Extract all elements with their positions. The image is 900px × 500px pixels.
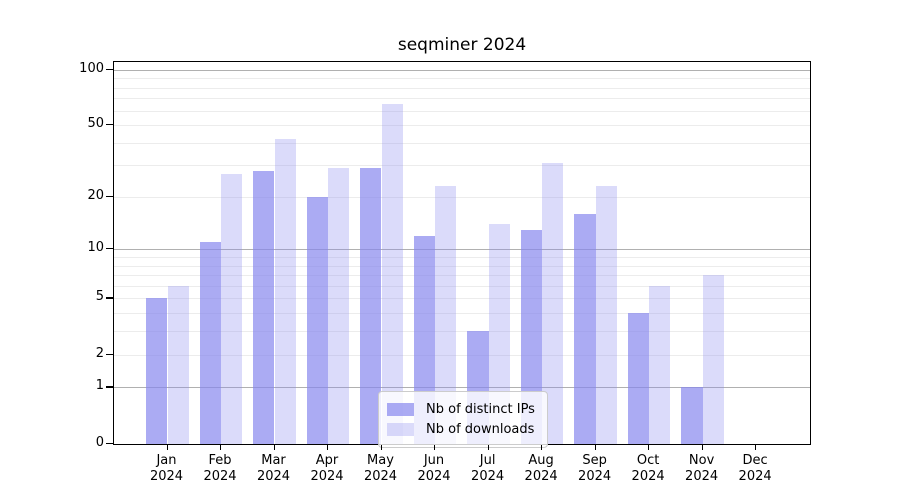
x-tick-label: Jan 2024 bbox=[149, 453, 184, 484]
legend-row: Nb of downloads bbox=[387, 420, 537, 439]
x-tick-mark bbox=[755, 445, 757, 450]
minor-gridline bbox=[114, 257, 810, 258]
y-tick-mark bbox=[106, 353, 113, 355]
x-tick-label: Jul 2024 bbox=[471, 453, 505, 484]
bar bbox=[328, 168, 350, 444]
x-tick-mark bbox=[434, 445, 436, 450]
bar bbox=[702, 275, 724, 444]
bar bbox=[595, 186, 617, 444]
minor-gridline bbox=[114, 285, 810, 287]
minor-gridline bbox=[114, 354, 810, 356]
bar bbox=[574, 214, 596, 444]
minor-gridline bbox=[114, 331, 810, 333]
x-tick-label: Dec 2024 bbox=[738, 453, 772, 484]
legend-label: Nb of distinct IPs bbox=[426, 402, 535, 417]
x-tick-label: Aug 2024 bbox=[524, 453, 558, 484]
major-gridline bbox=[114, 249, 810, 251]
y-tick-label: 5 bbox=[95, 289, 104, 305]
minor-gridline bbox=[114, 275, 810, 277]
x-tick-label: Apr 2024 bbox=[310, 453, 344, 484]
minor-gridline bbox=[114, 165, 810, 167]
y-tick-mark bbox=[106, 195, 113, 198]
y-tick-mark bbox=[106, 297, 113, 299]
y-tick-label: 20 bbox=[87, 187, 104, 203]
bar bbox=[146, 298, 168, 444]
bar bbox=[274, 138, 296, 444]
bar bbox=[520, 229, 543, 444]
x-tick-label: Oct 2024 bbox=[631, 453, 665, 484]
x-tick-label: Nov 2024 bbox=[685, 453, 719, 484]
minor-gridline bbox=[114, 98, 810, 100]
x-tick-label: May 2024 bbox=[363, 453, 398, 484]
x-tick-mark bbox=[380, 445, 382, 450]
bar bbox=[253, 170, 275, 444]
x-tick-mark bbox=[594, 445, 596, 450]
legend-row: Nb of distinct IPs bbox=[387, 400, 537, 419]
bar bbox=[488, 224, 510, 444]
bar bbox=[435, 186, 457, 444]
minor-gridline bbox=[114, 313, 810, 315]
x-tick-mark bbox=[541, 445, 543, 450]
legend-swatch-icon bbox=[387, 403, 414, 416]
bar bbox=[199, 242, 221, 444]
y-tick-mark bbox=[106, 124, 113, 126]
plot-area: Nb of distinct IPs Nb of downloads bbox=[113, 61, 811, 448]
y-tick-label: 0 bbox=[95, 434, 104, 450]
y-tick-label: 50 bbox=[87, 116, 104, 131]
legend: Nb of distinct IPs Nb of downloads bbox=[378, 391, 548, 448]
major-gridline bbox=[114, 69, 810, 71]
x-tick-mark bbox=[701, 445, 703, 450]
y-tick-label: 100 bbox=[79, 60, 104, 76]
minor-gridline bbox=[114, 78, 810, 80]
minor-gridline bbox=[114, 142, 810, 144]
bar bbox=[542, 162, 564, 444]
chart-title: seqminer 2024 bbox=[397, 35, 527, 55]
x-tick-mark bbox=[327, 445, 329, 450]
bar bbox=[360, 168, 382, 444]
x-tick-mark bbox=[648, 445, 650, 450]
bar bbox=[221, 173, 243, 444]
y-tick-label: 10 bbox=[87, 240, 104, 256]
x-tick-label: Feb 2024 bbox=[203, 453, 237, 484]
x-tick-label: Mar 2024 bbox=[256, 453, 291, 484]
minor-gridline bbox=[114, 110, 810, 112]
y-tick-mark bbox=[106, 68, 113, 70]
x-tick-mark bbox=[487, 445, 489, 450]
x-tick-mark bbox=[273, 445, 275, 450]
minor-gridline bbox=[114, 298, 810, 300]
y-tick-mark bbox=[106, 442, 113, 444]
y-tick-mark bbox=[106, 386, 113, 388]
x-tick-label: Sep 2024 bbox=[578, 453, 612, 484]
x-tick-label: Jun 2024 bbox=[417, 453, 451, 484]
bar bbox=[167, 285, 189, 444]
plot-inner bbox=[114, 62, 810, 444]
minor-gridline bbox=[114, 196, 810, 198]
major-gridline bbox=[114, 387, 810, 389]
minor-gridline bbox=[114, 87, 810, 89]
bar bbox=[306, 196, 328, 444]
y-tick-label: 1 bbox=[95, 378, 104, 394]
y-tick-mark bbox=[106, 248, 113, 250]
minor-gridline bbox=[114, 125, 810, 126]
y-tick-label: 2 bbox=[95, 345, 104, 361]
legend-swatch-icon bbox=[387, 423, 414, 436]
bar bbox=[627, 313, 650, 444]
bar bbox=[381, 104, 403, 444]
bar bbox=[649, 285, 671, 444]
bar bbox=[681, 387, 703, 444]
x-tick-mark bbox=[166, 445, 168, 450]
legend-label: Nb of downloads bbox=[426, 422, 535, 437]
minor-gridline bbox=[114, 265, 810, 267]
x-tick-mark bbox=[220, 445, 222, 450]
